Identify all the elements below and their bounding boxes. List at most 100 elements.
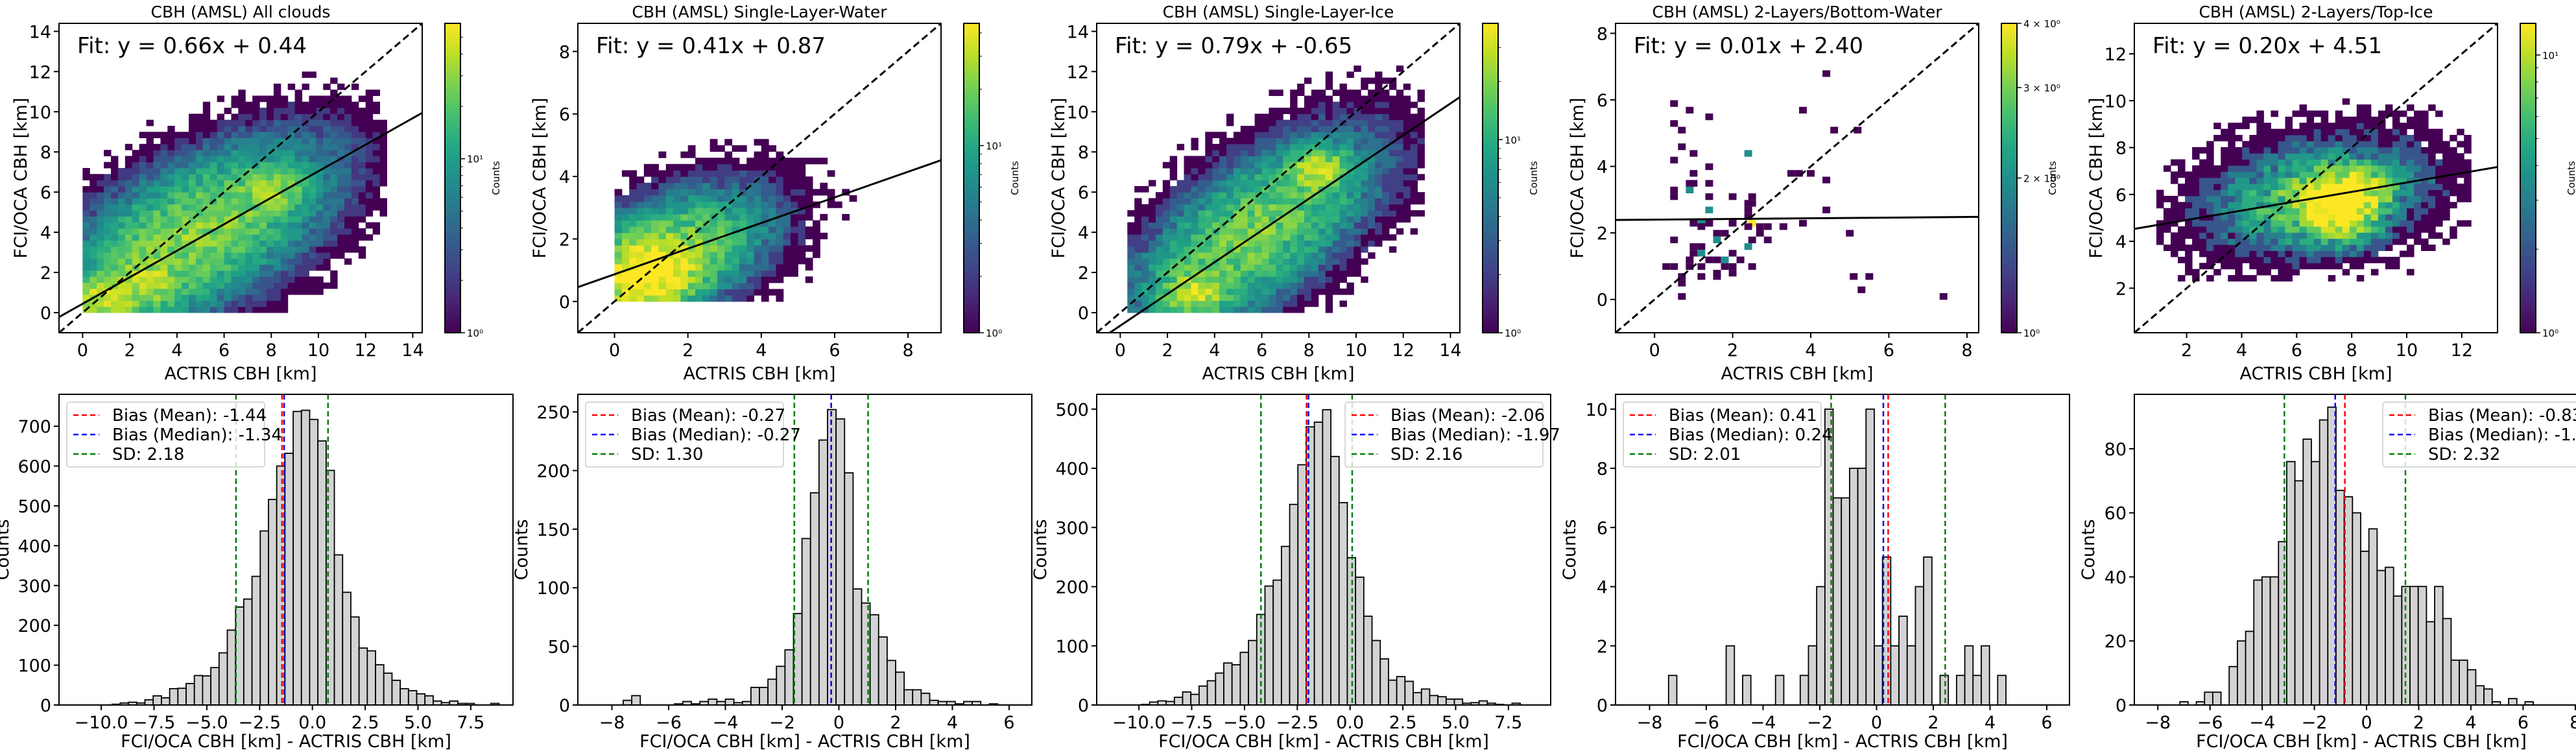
x-axis-label: FCI/OCA CBH [km] - ACTRIS CBH [km]	[1158, 732, 1489, 750]
heatmap-cell	[1283, 185, 1291, 193]
heatmap-cell	[160, 156, 168, 163]
heatmap-cell	[1226, 114, 1234, 121]
histogram-bar	[1799, 675, 1809, 706]
heatmap-cell	[89, 234, 97, 241]
heatmap-cell	[330, 137, 338, 145]
heatmap-cell	[1276, 264, 1283, 271]
heatmap-cell	[323, 108, 331, 114]
heatmap-cell	[2235, 177, 2243, 184]
heatmap-cell	[1169, 228, 1178, 235]
heatmap-cell	[761, 158, 769, 165]
heatmap-cell	[1212, 180, 1220, 187]
heatmap-cell	[687, 176, 696, 184]
heatmap-cell	[1403, 168, 1411, 174]
heatmap-cell	[2328, 202, 2336, 209]
heatmap-cell	[344, 114, 352, 121]
heatmap-cell	[2428, 195, 2436, 202]
heatmap-cell	[1290, 95, 1298, 102]
heatmap-cell	[202, 174, 211, 181]
heatmap-cell	[2428, 202, 2436, 209]
heatmap-cell	[724, 170, 733, 177]
heatmap-cell	[330, 222, 338, 229]
heatmap-cell	[372, 204, 381, 211]
heatmap-cell	[2407, 202, 2415, 209]
heatmap-cell	[1269, 210, 1276, 217]
heatmap-cell	[231, 306, 239, 313]
heatmap-cell	[1240, 185, 1248, 193]
heatmap-cell	[1219, 192, 1227, 198]
histogram-bar	[1981, 645, 1990, 706]
heatmap-cell	[1155, 294, 1163, 301]
heatmap-cell	[174, 150, 182, 156]
heatmap-cell	[89, 270, 97, 277]
heatmap-cell	[2242, 220, 2250, 227]
heatmap-cell	[1354, 216, 1361, 223]
heatmap-cell	[2428, 214, 2436, 221]
heatmap-cell	[1375, 222, 1383, 229]
heatmap-cell	[245, 300, 253, 307]
heatmap-cell	[287, 168, 296, 174]
heatmap-cell	[1396, 95, 1404, 102]
heatmap-cell	[1396, 114, 1404, 121]
heatmap-cell	[1403, 174, 1411, 181]
heatmap-cell	[2385, 195, 2393, 202]
heatmap-cell	[294, 210, 303, 217]
heatmap-cell	[1368, 234, 1376, 241]
heatmap-cell	[621, 282, 630, 290]
heatmap-cell	[1290, 222, 1298, 229]
heatmap-cell	[217, 252, 225, 259]
heatmap-cell	[673, 245, 681, 252]
heatmap-cell	[1191, 282, 1199, 289]
heatmap-cell	[273, 264, 281, 271]
heatmap-cell	[2399, 135, 2407, 141]
heatmap-cell	[2349, 171, 2357, 178]
heatmap-cell	[1354, 137, 1361, 145]
heatmap-cell	[2407, 220, 2415, 227]
heatmap-cell	[238, 276, 246, 283]
heatmap-cell	[754, 139, 762, 146]
heatmap-cell	[1311, 101, 1319, 108]
heatmap-cell	[1247, 125, 1256, 132]
x-tick-label: 2	[2413, 713, 2424, 733]
heatmap-cell	[1169, 185, 1178, 193]
heatmap-cell	[111, 240, 119, 247]
heatmap-cell	[2192, 195, 2200, 202]
heatmap-cell	[673, 201, 681, 208]
heatmap-cell	[1325, 132, 1333, 139]
heatmap-cell	[1247, 210, 1256, 217]
heatmap-cell	[2342, 184, 2350, 191]
heatmap-cell	[2221, 263, 2228, 270]
heatmap-cell	[2435, 208, 2443, 215]
heatmap-cell	[1389, 114, 1397, 121]
heatmap-cell	[2178, 202, 2186, 209]
heatmap-cell	[732, 264, 740, 271]
heatmap-cell	[1339, 132, 1347, 139]
heatmap-cell	[1346, 95, 1354, 102]
heatmap-cell	[2414, 147, 2422, 154]
heatmap-cell	[189, 192, 197, 198]
heatmap-cell	[1261, 150, 1269, 156]
x-tick-label: 6	[2291, 341, 2302, 361]
heatmap-cell	[302, 246, 309, 253]
heatmap-cell	[365, 210, 374, 217]
heatmap-cell	[1375, 216, 1383, 223]
heatmap-cell	[621, 239, 630, 246]
heatmap-cell	[287, 180, 296, 187]
heatmap-cell	[2313, 214, 2322, 221]
heatmap-cell	[2306, 202, 2315, 209]
heatmap-cell	[761, 232, 769, 239]
heatmap-cell	[1269, 132, 1276, 139]
heatmap-cell	[2213, 250, 2221, 257]
heatmap-cell	[1850, 273, 1858, 280]
heatmap-cell	[1756, 230, 1764, 237]
heatmap-cell	[160, 198, 168, 205]
heatmap-cell	[1396, 180, 1404, 187]
histogram-bar	[2508, 698, 2518, 706]
heatmap-cell	[783, 245, 791, 252]
heatmap-cell	[1389, 192, 1397, 198]
heatmap-cell	[2271, 110, 2278, 117]
heatmap-cell	[2192, 269, 2200, 276]
heatmap-cell	[2242, 245, 2250, 252]
heatmap-cell	[209, 222, 218, 229]
heatmap-cell	[798, 201, 806, 208]
